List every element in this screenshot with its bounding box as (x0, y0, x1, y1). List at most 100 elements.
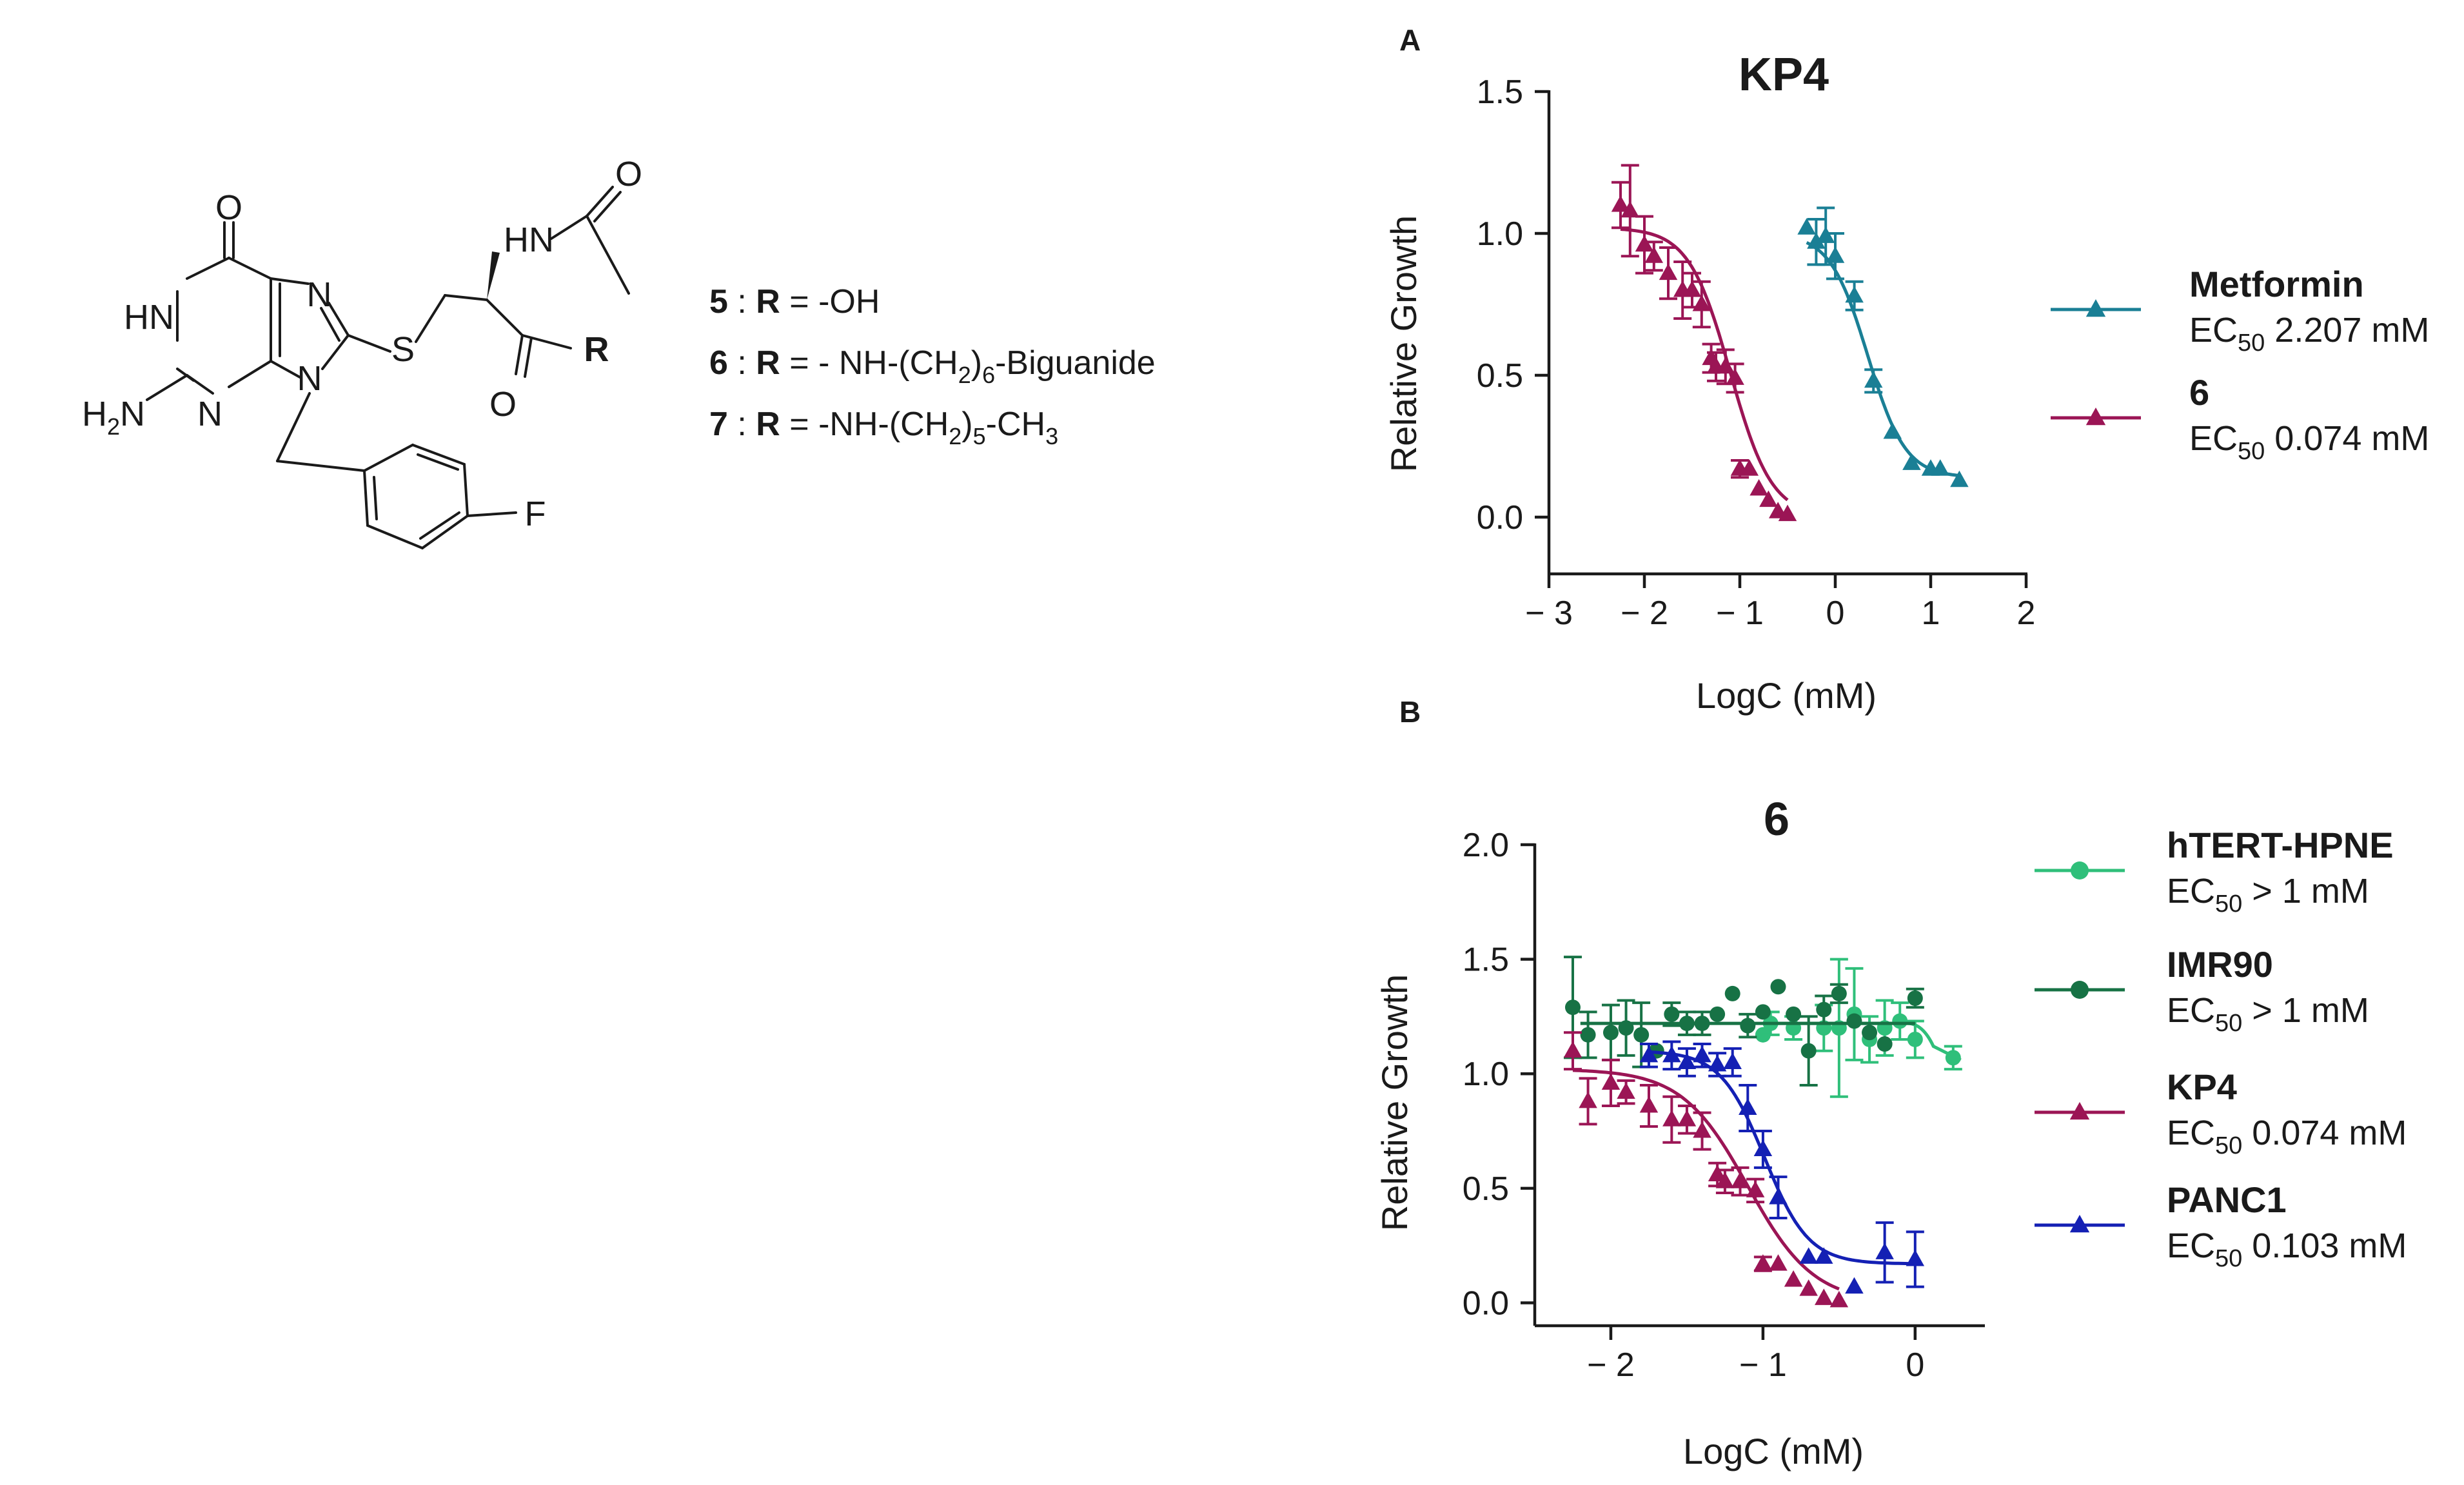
data-point (1602, 1025, 1619, 1041)
data-point (1845, 286, 1864, 303)
x-tick-label: − 1 (1716, 595, 1764, 632)
wedge-bond (487, 251, 500, 300)
data-point (1635, 235, 1654, 252)
legend-ec50: EC50 > 1 mM (2167, 991, 2369, 1037)
substituent-6: 6 : R = - NH-(CH2)6-Biguanide (709, 344, 1156, 388)
series-htert-hpne (1755, 958, 1962, 1098)
data-point (1694, 1016, 1710, 1032)
legend-a: Metformin EC50 2.207 mM 6 EC50 0.074 mM (2051, 264, 2429, 465)
data-point (1662, 1045, 1681, 1063)
atom-label: F (525, 495, 546, 533)
substituent-list: 5 : R = -OH 6 : R = - NH-(CH2)6-Biguanid… (709, 283, 1156, 449)
data-point (1580, 1027, 1596, 1043)
data-point (1563, 1041, 1582, 1058)
panel-b: B 6 Relative Growth LogC (mM) 0.0 0.5 1.0 1… (1374, 695, 1985, 1471)
legend-marker (2069, 1102, 2090, 1120)
bond (419, 511, 460, 540)
y-tick-label: 0.5 (1477, 357, 1523, 395)
data-point (1639, 1045, 1659, 1063)
data-point (1693, 1045, 1711, 1063)
data-point (1875, 1243, 1894, 1259)
data-point (1784, 1270, 1803, 1287)
bond (521, 334, 572, 349)
data-point (1815, 1247, 1833, 1264)
bond (276, 460, 366, 472)
data-point (1617, 1082, 1635, 1099)
data-point (1902, 453, 1921, 470)
legend-series-name: PANC1 (2167, 1179, 2287, 1220)
data-point (1753, 1139, 1773, 1156)
bond (466, 511, 517, 517)
data-point (1829, 1290, 1849, 1308)
x-tick-label: − 2 (1621, 595, 1668, 632)
bond (586, 186, 614, 217)
data-point (1564, 999, 1581, 1016)
atom-label: O (489, 385, 517, 424)
data-point (1800, 1043, 1817, 1059)
bond (228, 360, 272, 388)
data-point (1778, 504, 1797, 522)
data-point (1726, 368, 1744, 385)
bond (176, 368, 195, 382)
series-metformin (1797, 206, 1969, 487)
data-point (1621, 201, 1640, 218)
atom-label: H2N (82, 395, 145, 440)
legend-marker (2069, 1215, 2090, 1233)
legend-ec50: EC50 0.103 mM (2167, 1226, 2407, 1272)
data-point (1950, 470, 1969, 487)
series-imr90 (1563, 956, 1924, 1087)
y-tick-label: 0.0 (1463, 1284, 1509, 1322)
bond (444, 294, 488, 301)
bond (270, 360, 301, 379)
bond (515, 334, 524, 375)
data-point (1769, 1188, 1788, 1205)
substituent-5: 5 : R = -OH (709, 283, 880, 320)
legend-series-name: KP4 (2167, 1067, 2237, 1107)
y-tick-label: 1.5 (1463, 941, 1509, 979)
bond (363, 444, 414, 472)
data-point (1692, 295, 1711, 311)
data-point (1664, 1006, 1680, 1022)
data-point (1633, 1027, 1650, 1043)
bond (415, 294, 446, 343)
data-point (1708, 1055, 1727, 1072)
data-point (1883, 422, 1902, 439)
atom-label: O (215, 188, 242, 227)
legend-ec50: EC50 0.074 mM (2189, 419, 2429, 465)
bond (421, 515, 469, 549)
data-point (1662, 1110, 1681, 1126)
x-tick-label: − 2 (1587, 1346, 1635, 1384)
atom-label: S (391, 330, 415, 369)
data-point (1579, 1091, 1597, 1108)
legend-marker (2085, 299, 2106, 317)
data-point (1786, 1006, 1802, 1022)
data-point (1746, 1181, 1765, 1197)
atom-label: N (297, 359, 322, 398)
series-panc1 (1639, 1040, 1925, 1294)
legend-b: hTERT-HPNE EC50 > 1 mM IMR90 EC50 > 1 mM… (2035, 825, 2407, 1272)
data-point (1816, 1001, 1832, 1018)
data-point (1723, 1052, 1742, 1069)
bond (363, 469, 369, 527)
data-point (1907, 1031, 1923, 1047)
atom-label: O (615, 155, 642, 193)
data-point (1770, 979, 1786, 995)
data-point (1816, 226, 1835, 243)
bond (463, 463, 469, 517)
data-point (1753, 1254, 1773, 1271)
data-point (1797, 218, 1816, 235)
data-point (1693, 1121, 1711, 1138)
data-point (1907, 990, 1923, 1007)
data-point (1731, 1172, 1749, 1188)
data-point (1892, 1013, 1908, 1029)
x-axis-label: LogC (mM) (1696, 675, 1877, 716)
y-tick-label: 2.0 (1463, 827, 1509, 864)
x-tick-label: − 1 (1739, 1346, 1787, 1384)
data-point (1807, 232, 1826, 249)
data-point (1644, 246, 1664, 263)
fit-curve (1572, 1068, 1840, 1291)
atom-label: N (307, 275, 332, 314)
chart-title: 6 (1764, 794, 1789, 845)
legend-marker (2071, 981, 2089, 999)
